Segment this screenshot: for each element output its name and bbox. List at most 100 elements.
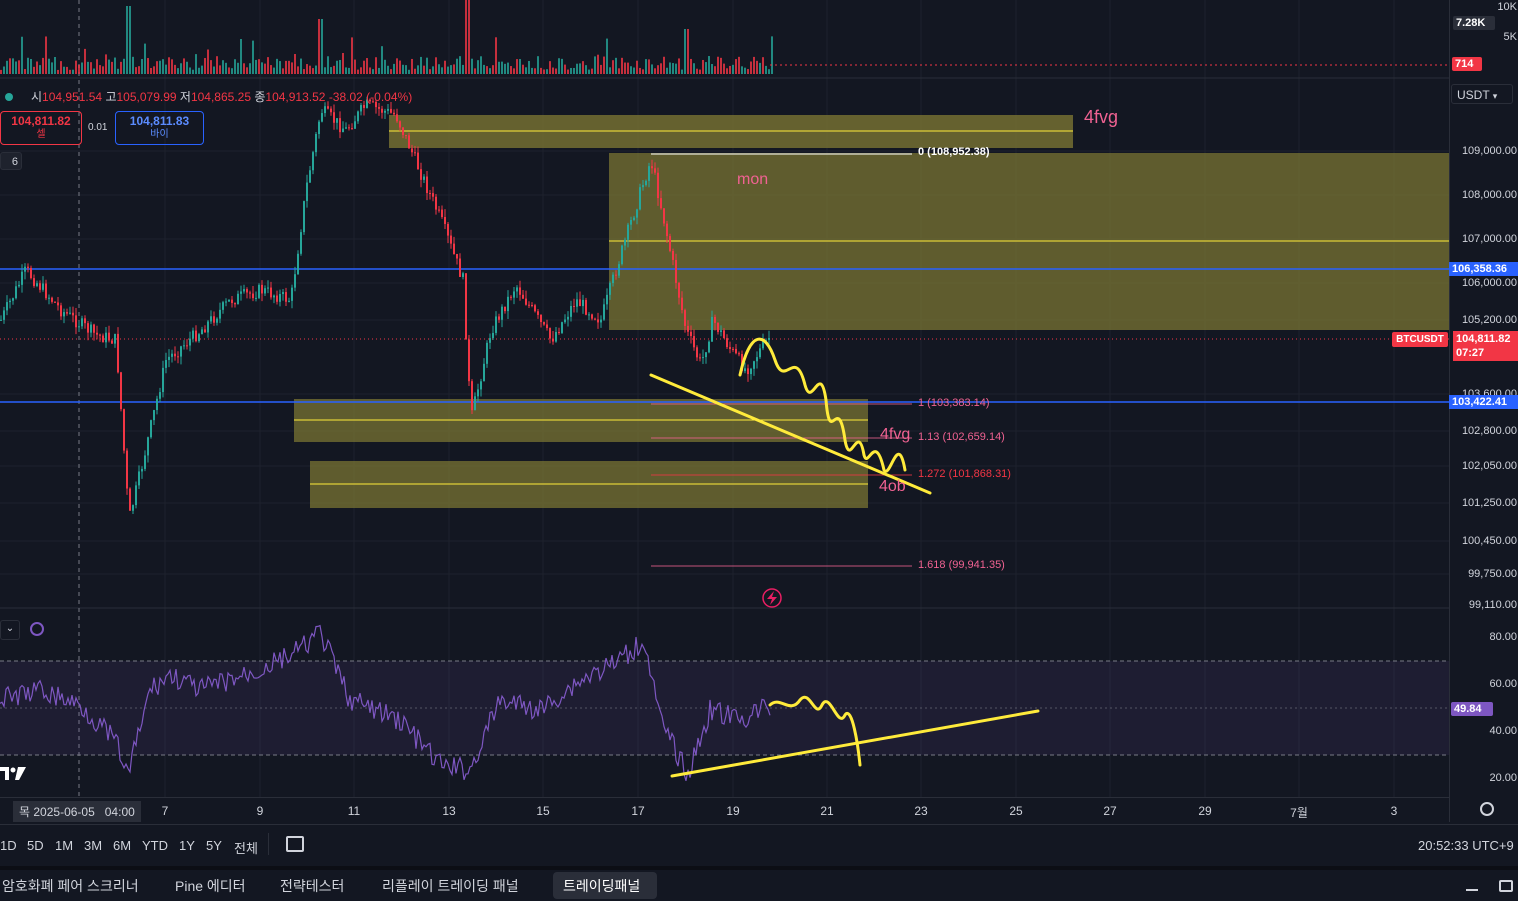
volume-bar xyxy=(759,62,761,74)
candle-body xyxy=(636,209,638,218)
maximize-icon[interactable] xyxy=(1499,880,1513,892)
tab-replay-trading[interactable]: 리플레이 트레이딩 패널 xyxy=(382,878,519,894)
candle-body xyxy=(39,283,41,290)
volume-bar xyxy=(645,59,647,74)
timeframe-5d[interactable]: 5D xyxy=(27,838,44,853)
candle-body xyxy=(249,292,251,294)
volume-bar xyxy=(108,59,110,74)
volume-bar xyxy=(102,66,104,74)
fib-extension[interactable] xyxy=(651,153,912,567)
volume-bar xyxy=(474,68,476,74)
volume-bar xyxy=(510,66,512,74)
volume-bar xyxy=(480,56,482,74)
minimize-icon[interactable] xyxy=(1466,889,1478,891)
volume-bar xyxy=(228,67,230,74)
candle-body xyxy=(486,342,488,364)
buy-label: 바이 xyxy=(150,129,169,140)
volume-bar xyxy=(486,66,488,74)
chart-canvas[interactable] xyxy=(0,0,1449,797)
volume-bar xyxy=(465,0,467,74)
chevron-down-icon[interactable]: ⌄ xyxy=(0,620,20,640)
volume-bar xyxy=(690,58,692,74)
volume-bar xyxy=(279,61,281,74)
tab-trading-panel[interactable]: 트레이딩패널 xyxy=(563,878,641,894)
clock[interactable]: 20:52:33 UTC+9 xyxy=(1418,838,1514,853)
candle-body xyxy=(336,118,338,123)
lightning-icon[interactable] xyxy=(762,588,782,608)
candle-body xyxy=(75,315,77,328)
volume-bar xyxy=(231,68,233,74)
volume-bar xyxy=(546,69,548,74)
buy-button[interactable]: 104,811.83 바이 xyxy=(115,111,204,145)
volume-bar xyxy=(264,63,266,74)
timeframe-5y[interactable]: 5Y xyxy=(206,838,222,853)
candle-body xyxy=(315,133,317,153)
candle-body xyxy=(501,306,503,320)
timeframe-1y[interactable]: 1Y xyxy=(179,838,195,853)
timeframe-1d[interactable]: 1D xyxy=(0,838,17,853)
volume-bar xyxy=(678,58,680,74)
volume-bar xyxy=(87,61,89,74)
tab-strategy-tester[interactable]: 전략테스터 xyxy=(280,878,345,894)
candle-body xyxy=(357,111,359,122)
annotation-mon[interactable]: mon xyxy=(737,171,769,188)
candle-body xyxy=(141,468,143,472)
candle-body xyxy=(594,318,596,320)
candle-body xyxy=(744,368,746,372)
candle-body xyxy=(69,312,71,314)
currency-select[interactable]: USDT ▾ xyxy=(1451,84,1513,104)
timeframe-all[interactable]: 전체 xyxy=(234,841,258,856)
candle-body xyxy=(234,303,236,305)
volume-bar xyxy=(552,67,554,74)
volume-bar xyxy=(177,68,179,74)
annotation-mid-fvg[interactable]: 4fvg xyxy=(880,426,911,443)
volume-bar xyxy=(393,63,395,74)
volume-bar xyxy=(339,59,341,74)
volume-bar xyxy=(165,64,167,74)
trend-drawings[interactable] xyxy=(649,337,1040,778)
candle-body xyxy=(405,134,407,136)
bottom-panel-tabs: 암호화폐 페어 스크리너 Pine 에디터 전략테스터 리플레이 트레이딩 패널… xyxy=(0,866,1518,901)
candle-body xyxy=(195,330,197,342)
gear-icon[interactable] xyxy=(1480,802,1494,816)
volume-bar xyxy=(78,64,80,74)
timeframe-1m[interactable]: 1M xyxy=(55,838,74,853)
volume-bar xyxy=(567,69,569,74)
sell-button[interactable]: 104,811.82 셀 xyxy=(0,111,82,145)
volume-bar xyxy=(282,68,284,74)
annotation-ob[interactable]: 4ob xyxy=(879,478,906,495)
timeframe-3m[interactable]: 3M xyxy=(84,838,103,853)
candle-body xyxy=(24,266,26,272)
timeframe-6m[interactable]: 6M xyxy=(113,838,132,853)
volume-bar xyxy=(669,62,671,74)
volume-bar xyxy=(111,61,113,74)
indicators-collapse-button[interactable]: 6 xyxy=(0,152,22,170)
volume-bar xyxy=(48,58,50,74)
volume-bar xyxy=(606,38,608,74)
tab-crypto-screener[interactable]: 암호화폐 페어 스크리너 xyxy=(2,878,139,894)
tab-pine-editor[interactable]: Pine 에디터 xyxy=(175,878,246,894)
candle-body xyxy=(303,201,305,233)
timeframe-ytd[interactable]: YTD xyxy=(142,838,168,853)
volume-bar xyxy=(258,59,260,74)
volume-bar xyxy=(219,65,221,74)
price-scale[interactable]: 10K 5K 109,000.00 108,000.00 107,000.00 … xyxy=(1449,0,1518,822)
annotation-top-fvg[interactable]: 4fvg xyxy=(1084,107,1119,127)
candle-body xyxy=(324,106,326,114)
volume-bar xyxy=(357,69,359,74)
volume-bar xyxy=(564,64,566,74)
candle-body xyxy=(498,316,500,320)
candle-body xyxy=(381,108,383,113)
volume-bar xyxy=(84,48,86,74)
volume-bar xyxy=(156,61,158,74)
volume-bar xyxy=(171,59,173,74)
volume-bar xyxy=(768,69,770,74)
date-range-icon[interactable] xyxy=(286,836,304,852)
candle-body xyxy=(552,338,554,342)
volume-bar xyxy=(576,63,578,74)
volume-bar xyxy=(402,64,404,74)
indicator-settings-icon[interactable] xyxy=(30,622,44,636)
time-axis[interactable]: 목 2025-06-05 04:00 7 9 11 13 15 17 19 21… xyxy=(0,797,1449,823)
time-tick: 3 xyxy=(1390,804,1398,818)
volume-bar xyxy=(330,67,332,74)
